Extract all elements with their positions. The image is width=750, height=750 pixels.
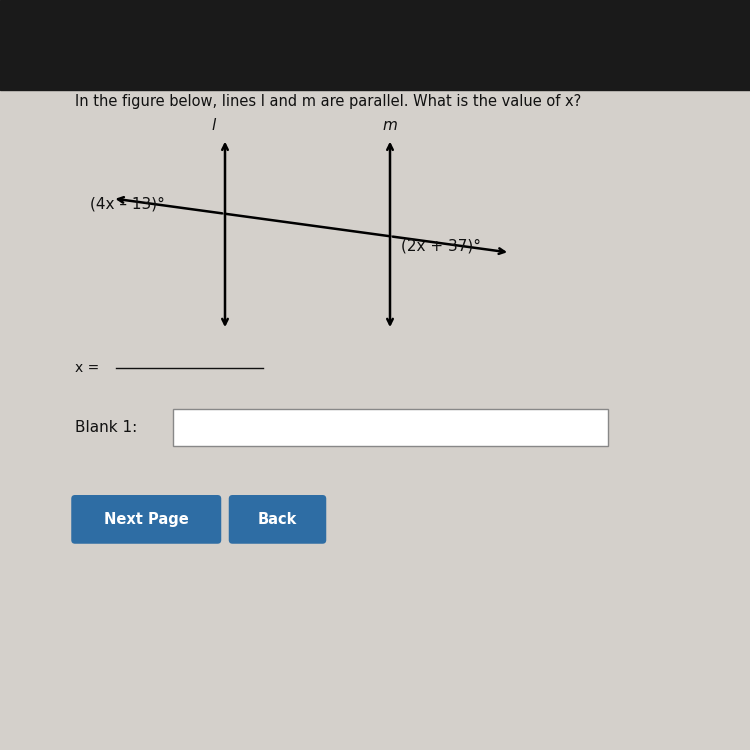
Text: (1 point): (1 point)	[236, 41, 302, 56]
FancyBboxPatch shape	[229, 495, 326, 544]
FancyBboxPatch shape	[71, 495, 221, 544]
Text: (4x – 13)°: (4x – 13)°	[90, 196, 165, 211]
Text: Blank 1:: Blank 1:	[75, 420, 137, 435]
Text: Next Page: Next Page	[104, 512, 189, 526]
Text: Question 3: Question 3	[75, 40, 184, 58]
Text: In the figure below, lines l and m are parallel. What is the value of x?: In the figure below, lines l and m are p…	[75, 94, 581, 109]
FancyBboxPatch shape	[172, 409, 608, 446]
Text: (2x + 37)°: (2x + 37)°	[401, 238, 482, 254]
Text: Back: Back	[258, 512, 297, 526]
Text: m: m	[382, 118, 398, 134]
Text: x =: x =	[75, 361, 99, 374]
Text: l: l	[211, 118, 216, 134]
